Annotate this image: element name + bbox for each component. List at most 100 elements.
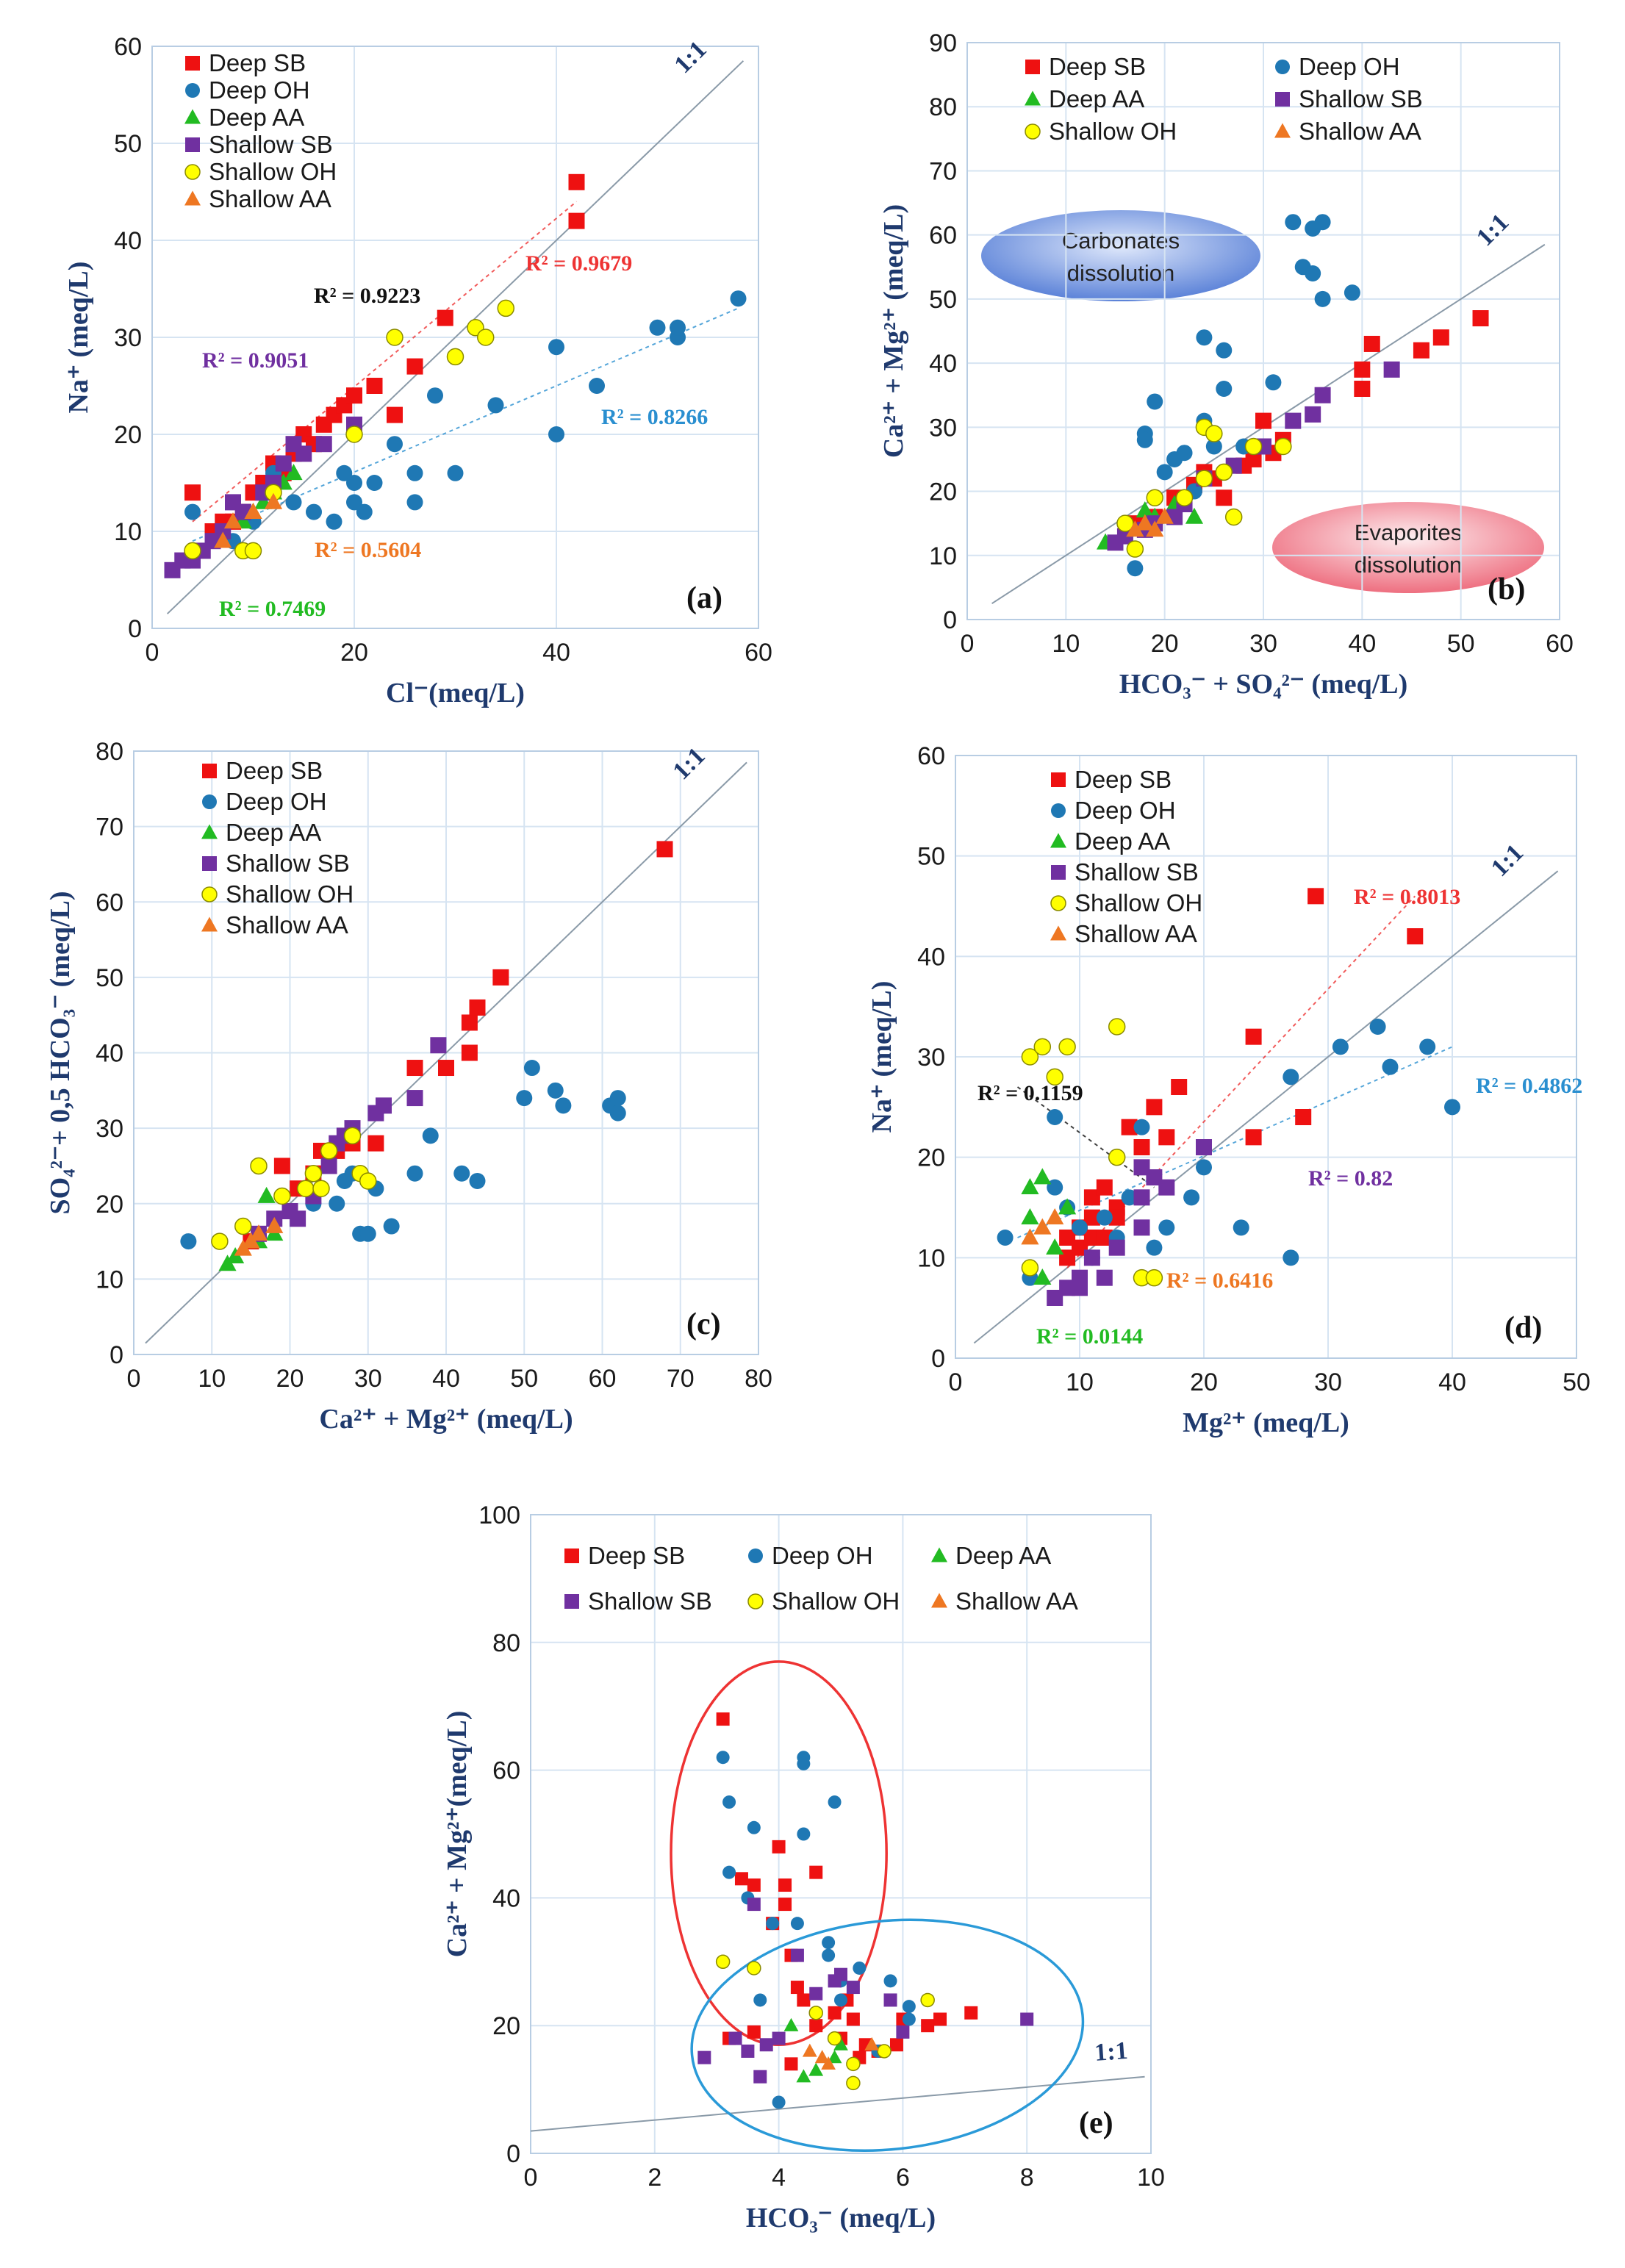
x-tick-label: 0 — [949, 1368, 963, 1396]
point-shallow-sb — [290, 1210, 306, 1227]
y-tick-label: 10 — [917, 1244, 945, 1272]
legend-label: Shallow OH — [226, 880, 354, 908]
panel-b: Carbonates dissolution Evaporites dissoluti… — [878, 29, 1574, 700]
point-deep-oh — [1285, 214, 1302, 231]
point-deep-oh — [447, 464, 464, 481]
r2-label: R² = 0.9051 — [202, 348, 309, 373]
legend-marker — [185, 83, 200, 98]
point-deep-oh — [649, 319, 666, 336]
legend-label: Deep OH — [209, 76, 310, 104]
x-tick-label: 0 — [146, 639, 159, 667]
point-shallow-aa — [244, 502, 262, 519]
y-tick-label: 80 — [492, 1629, 520, 1657]
point-shallow-aa — [264, 492, 283, 509]
point-deep-oh — [1176, 445, 1193, 462]
point-deep-oh — [285, 494, 302, 511]
r2-label: R² = 0.5604 — [315, 538, 421, 562]
point-deep-sb — [184, 484, 201, 501]
x-tick-label: 20 — [1151, 630, 1179, 658]
point-deep-oh — [326, 513, 342, 530]
point-shallow-sb — [1196, 1139, 1212, 1155]
point-shallow-sb — [747, 1898, 761, 1912]
y-tick-label: 30 — [917, 1044, 945, 1072]
point-shallow-sb — [1059, 1280, 1076, 1296]
one-to-one-line — [530, 2075, 1145, 2132]
point-shallow-oh — [808, 2006, 823, 2020]
point-deep-oh — [1265, 374, 1282, 391]
point-shallow-aa — [1146, 520, 1164, 537]
x-tick-label: 10 — [198, 1365, 226, 1393]
point-deep-oh — [790, 1917, 804, 1931]
point-deep-oh — [716, 1751, 730, 1765]
point-deep-sb — [1363, 335, 1380, 352]
point-shallow-sb — [320, 1158, 337, 1174]
point-deep-oh — [1121, 1189, 1138, 1206]
legend-label: Deep SB — [226, 757, 323, 784]
x-tick-label: 30 — [1249, 630, 1277, 658]
point-deep-sb — [747, 1878, 761, 1892]
point-deep-sb — [1133, 1139, 1150, 1155]
point-deep-oh — [1369, 1019, 1386, 1035]
point-shallow-sb — [1158, 1179, 1175, 1196]
point-shallow-sb — [295, 445, 312, 462]
point-deep-oh — [722, 1865, 736, 1879]
point-deep-oh — [406, 494, 423, 511]
point-deep-sb — [406, 1060, 423, 1077]
point-deep-sb — [1108, 1209, 1125, 1226]
point-deep-sb — [656, 841, 673, 858]
point-deep-sb — [1354, 361, 1371, 378]
point-deep-oh — [1314, 214, 1331, 231]
point-deep-aa — [1021, 1178, 1039, 1195]
point-shallow-sb — [790, 1948, 804, 1962]
legend-label: Shallow AA — [226, 911, 348, 939]
point-shallow-oh — [304, 1164, 323, 1183]
point-shallow-oh — [1145, 1268, 1163, 1287]
panel-a: 0 20 40 60 0 10 20 30 40 50 60 Cl⁻(meq/L) Na⁺ (meq/L… — [63, 33, 772, 708]
point-deep-aa — [257, 1186, 276, 1203]
point-deep-sb — [1413, 342, 1430, 359]
legend-marker — [185, 137, 200, 152]
point-deep-oh — [1158, 1219, 1175, 1236]
point-shallow-sb — [275, 455, 292, 472]
y-tick-label: 10 — [929, 542, 957, 570]
point-deep-sb — [1216, 489, 1233, 506]
point-deep-oh — [853, 1961, 867, 1975]
legend-marker — [202, 794, 217, 809]
legend-marker — [184, 190, 201, 206]
point-shallow-sb — [1133, 1189, 1150, 1206]
point-shallow-oh — [386, 329, 403, 346]
legend-label: Deep AA — [209, 104, 304, 131]
point-deep-oh — [1444, 1099, 1460, 1116]
x-tick-label: 60 — [589, 1365, 617, 1393]
point-shallow-oh — [1046, 1068, 1063, 1086]
point-deep-oh — [1419, 1038, 1436, 1055]
panel-d: 0 10 20 30 40 50 0 10 20 30 40 50 60 Mg²⁺ (meq/L) Na⁺ … — [867, 742, 1590, 1438]
point-deep-sb — [889, 2038, 903, 2052]
point-deep-oh — [184, 503, 201, 520]
point-deep-sb — [716, 1712, 730, 1726]
point-deep-sb — [1245, 1028, 1262, 1045]
r2-label: R² = 0.9679 — [525, 251, 632, 276]
legend-marker — [185, 56, 200, 71]
point-deep-sb — [366, 378, 383, 394]
point-deep-aa — [1046, 1238, 1064, 1255]
point-shallow-aa — [1046, 1208, 1064, 1225]
legend-marker — [1051, 865, 1066, 880]
r2-label: R² = 0.82 — [1308, 1166, 1393, 1191]
point-deep-oh — [487, 397, 504, 414]
point-shallow-sb — [315, 436, 332, 453]
point-shallow-sb — [741, 2044, 755, 2058]
point-deep-sb — [1255, 412, 1271, 429]
point-deep-aa — [1033, 1268, 1052, 1285]
plot-frame — [133, 750, 759, 1355]
point-shallow-oh — [1033, 1038, 1052, 1056]
point-shallow-sb — [1020, 2012, 1034, 2026]
legend-label: Deep AA — [955, 1542, 1051, 1569]
r2-label: R² = 0.7469 — [219, 597, 326, 621]
legend-label: Deep AA — [226, 819, 321, 846]
point-deep-oh — [555, 1097, 572, 1114]
trendline — [1017, 1046, 1453, 1238]
point-shallow-sb — [697, 2050, 711, 2064]
point-deep-sb — [778, 1898, 792, 1912]
point-deep-sb — [568, 212, 585, 229]
